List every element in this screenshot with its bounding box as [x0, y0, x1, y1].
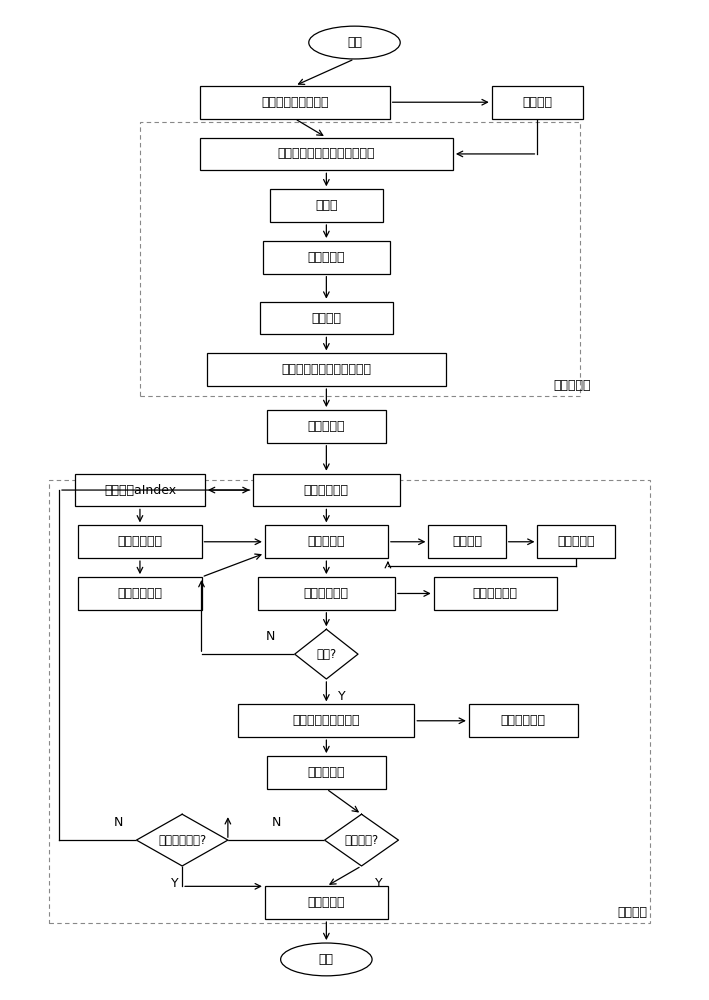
FancyBboxPatch shape: [428, 525, 506, 558]
Text: 判断次数限制?: 判断次数限制?: [158, 834, 206, 847]
Text: 线性化: 线性化: [315, 199, 337, 212]
Text: 约束条件: 约束条件: [452, 535, 482, 548]
Text: 收敛?: 收敛?: [316, 648, 337, 661]
Text: N: N: [265, 630, 275, 643]
Text: Y: Y: [338, 690, 346, 703]
Text: Y: Y: [172, 877, 179, 890]
FancyBboxPatch shape: [537, 525, 615, 558]
FancyBboxPatch shape: [491, 86, 583, 119]
FancyBboxPatch shape: [267, 410, 386, 443]
Text: 结束: 结束: [319, 953, 334, 966]
Text: 下降梯度计算: 下降梯度计算: [304, 484, 349, 497]
Text: 记录调整信息: 记录调整信息: [473, 587, 518, 600]
Text: 灵敏度计算: 灵敏度计算: [308, 766, 345, 779]
FancyBboxPatch shape: [200, 86, 390, 119]
Text: 调整量设置: 调整量设置: [557, 535, 595, 548]
FancyBboxPatch shape: [75, 474, 205, 506]
Text: 输入潮流、稳定数据: 输入潮流、稳定数据: [261, 96, 328, 109]
Text: 潮流计算: 潮流计算: [523, 96, 552, 109]
FancyBboxPatch shape: [258, 577, 395, 610]
Text: 灵敏度计算: 灵敏度计算: [308, 420, 345, 433]
Text: 判断收敛?: 判断收敛?: [345, 834, 379, 847]
FancyBboxPatch shape: [238, 704, 414, 737]
Text: 运行方式调整: 运行方式调整: [304, 587, 349, 600]
Ellipse shape: [309, 26, 400, 59]
FancyBboxPatch shape: [252, 474, 400, 506]
Text: 调整量计算: 调整量计算: [308, 535, 345, 548]
FancyBboxPatch shape: [469, 704, 578, 737]
Text: Y: Y: [375, 877, 383, 890]
FancyBboxPatch shape: [79, 525, 201, 558]
FancyBboxPatch shape: [259, 302, 393, 334]
Text: 建立运行方式调整优化模型: 建立运行方式调整优化模型: [281, 363, 372, 376]
Text: 迭代过程: 迭代过程: [618, 906, 647, 919]
Polygon shape: [136, 814, 228, 866]
FancyBboxPatch shape: [267, 756, 386, 789]
Text: 缩小步长因子: 缩小步长因子: [118, 587, 162, 600]
Text: 线性化、特征值计算: 线性化、特征值计算: [293, 714, 360, 727]
FancyBboxPatch shape: [264, 525, 388, 558]
Text: 小干扰计算: 小干扰计算: [554, 379, 591, 392]
Text: 模式筛选: 模式筛选: [311, 312, 341, 325]
FancyBboxPatch shape: [264, 886, 388, 919]
FancyBboxPatch shape: [200, 138, 453, 170]
Text: 修正步长因子: 修正步长因子: [118, 535, 162, 548]
Polygon shape: [295, 629, 358, 679]
FancyBboxPatch shape: [434, 577, 557, 610]
FancyBboxPatch shape: [79, 577, 201, 610]
Text: 特征值计算: 特征值计算: [308, 251, 345, 264]
Text: 记录调整效果: 记录调整效果: [501, 714, 546, 727]
FancyBboxPatch shape: [263, 241, 390, 274]
Text: N: N: [114, 816, 123, 829]
Text: 读取潮流结果、动态元件参数: 读取潮流结果、动态元件参数: [278, 147, 375, 160]
FancyBboxPatch shape: [270, 189, 383, 222]
Polygon shape: [325, 814, 398, 866]
FancyBboxPatch shape: [207, 353, 446, 386]
Text: 步长因子aIndex: 步长因子aIndex: [104, 484, 176, 497]
Text: 汇总策略表: 汇总策略表: [308, 896, 345, 909]
Text: N: N: [272, 816, 281, 829]
Text: 开始: 开始: [347, 36, 362, 49]
Ellipse shape: [281, 943, 372, 976]
